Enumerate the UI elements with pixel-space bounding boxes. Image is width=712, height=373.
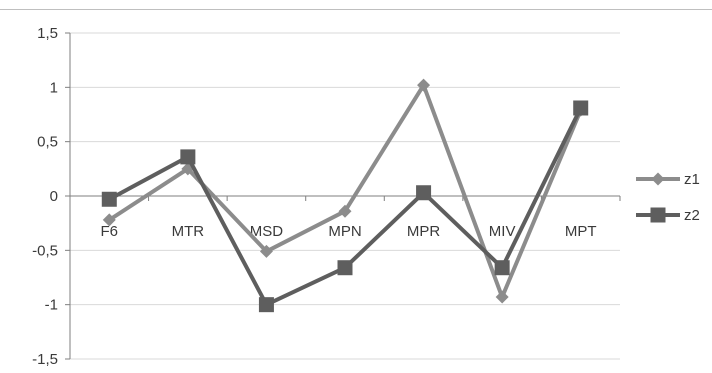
y-tick-label: 1,5 xyxy=(37,25,58,42)
legend-label: z2 xyxy=(684,207,700,224)
data-point-z2 xyxy=(494,260,510,276)
y-tick-label: 1 xyxy=(50,79,58,96)
legend-item-z2: z2 xyxy=(636,207,700,224)
series-z2 xyxy=(101,100,589,313)
data-point-z2 xyxy=(180,149,196,165)
data-point-z2 xyxy=(573,100,589,116)
y-tick-label: 0 xyxy=(50,188,58,205)
x-tick-label: MSD xyxy=(250,223,284,240)
data-point-z2 xyxy=(101,191,117,207)
data-point-z1 xyxy=(259,244,273,258)
data-point-z1 xyxy=(495,290,509,304)
axes xyxy=(65,32,621,360)
legend-marker xyxy=(651,172,665,186)
x-tick-label: MPT xyxy=(565,223,597,240)
legend-marker xyxy=(650,207,666,223)
legend: z1 z2 xyxy=(636,171,700,224)
legend-item-z1: z1 xyxy=(636,171,700,188)
data-point-z1 xyxy=(102,213,116,227)
series xyxy=(101,78,589,313)
x-tick-label: MTR xyxy=(172,223,205,240)
y-tick-labels: 1,5 1 0,5 0 -0,5 -1 -1,5 xyxy=(32,25,58,368)
y-tick-label: -1 xyxy=(45,297,58,314)
data-point-z2 xyxy=(416,185,432,201)
data-point-z2 xyxy=(258,297,274,313)
x-tick-labels: F6 MTR MSD MPN MPR MIV MPT xyxy=(101,223,597,240)
data-point-z1 xyxy=(417,78,431,92)
x-tick-label: MPN xyxy=(328,223,361,240)
data-point-z2 xyxy=(337,260,353,276)
x-tick-label: MIV xyxy=(489,223,516,240)
x-tick-label: MPR xyxy=(407,223,441,240)
legend-label: z1 xyxy=(684,171,700,188)
gridlines xyxy=(70,32,620,360)
y-tick-label: -0,5 xyxy=(32,242,58,259)
y-tick-label: -1,5 xyxy=(32,351,58,368)
data-point-z1 xyxy=(338,204,352,218)
y-tick-label: 0,5 xyxy=(37,134,58,151)
x-tick-label: F6 xyxy=(101,223,119,240)
top-rule xyxy=(0,9,712,10)
